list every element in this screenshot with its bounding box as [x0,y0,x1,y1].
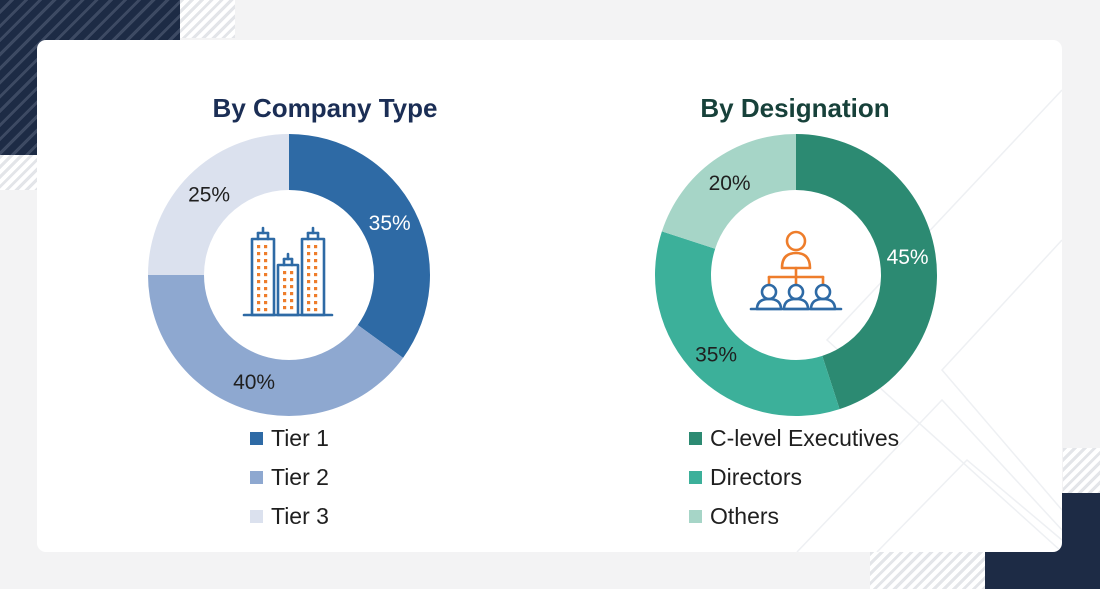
corner-hatch-light-bottom-right [1063,448,1100,493]
window-dot [307,245,311,249]
window-dot [283,285,287,289]
window-dot [264,301,268,305]
window-dot [257,266,261,270]
slice-label: 45% [887,246,929,269]
slice-label: 20% [709,172,751,195]
corner-hatch-light-left [0,155,37,190]
window-dot [257,273,261,277]
window-dot [290,292,294,296]
chart-title-company-type: By Company Type [212,93,438,123]
window-dot [307,259,311,263]
legend-swatch [250,432,263,445]
window-dot [257,259,261,263]
corner-hatch-light-bottom [870,552,985,589]
window-dot [314,308,318,312]
window-dot [264,273,268,277]
window-dot [307,280,311,284]
window-dot [283,306,287,310]
legend-item-directors: Directors [689,458,899,497]
window-dot [290,278,294,282]
legend-swatch [250,471,263,484]
legend-designation: C-level Executives Directors Others [689,419,899,536]
legend-label: Directors [710,464,803,490]
window-dot [307,301,311,305]
window-dot [264,308,268,312]
legend-label: Tier 1 [271,425,329,451]
window-dot [283,299,287,303]
org-hierarchy-icon [749,230,843,311]
window-dot [283,271,287,275]
window-dot [314,252,318,256]
decorative-lines [796,89,1062,552]
donut-chart-designation: 45% 35% 20% [655,134,937,416]
legend-swatch [689,432,702,445]
legend-item-c-level-executives: C-level Executives [689,419,899,458]
window-dot [314,273,318,277]
window-dot [283,278,287,282]
legend-item-tier-1: Tier 1 [250,419,329,458]
window-dot [314,266,318,270]
legend-label: C-level Executives [710,425,900,451]
donut-slice-directors [655,231,840,416]
legend-item-tier-3: Tier 3 [250,497,329,536]
window-dot [264,245,268,249]
window-dot [290,285,294,289]
slice-label: 35% [369,212,411,235]
window-dot [283,292,287,296]
window-dot [314,259,318,263]
donut-slice-tier-2 [148,275,404,416]
donut-slice-tier-3 [148,134,289,275]
window-dot [314,301,318,305]
window-dot [257,294,261,298]
donut-slice-others [661,134,796,249]
window-dot [257,252,261,256]
legend-label: Tier 3 [271,503,329,529]
window-dot [290,299,294,303]
legend-swatch [689,510,702,523]
chart-title-designation: By Designation [700,93,890,123]
donut-slice-tier-1 [289,134,431,358]
legend-swatch [250,510,263,523]
window-dot [307,252,311,256]
window-dot [264,294,268,298]
window-dot [314,294,318,298]
buildings-icon [242,226,334,317]
charts-card: By Company Type 35% 40% 25% [37,40,1062,552]
window-dot [290,271,294,275]
window-dot [314,287,318,291]
legend-label: Others [710,503,780,529]
window-dot [264,280,268,284]
donut-slice-c-level-executives [796,134,937,410]
corner-hatch-light-top-left [180,0,235,38]
donut-chart-company-type: 35% 40% 25% [148,134,431,416]
legend-label: Tier 2 [271,464,329,490]
window-dot [264,287,268,291]
window-dot [264,266,268,270]
slice-label: 40% [233,371,275,394]
legend-item-others: Others [689,497,899,536]
window-dot [264,259,268,263]
window-dot [257,245,261,249]
window-dot [314,245,318,249]
window-dot [307,294,311,298]
slice-label: 35% [695,343,737,366]
window-dot [290,306,294,310]
window-dot [257,280,261,284]
window-dot [264,252,268,256]
slice-label: 25% [188,184,230,207]
window-dot [307,273,311,277]
window-dot [257,301,261,305]
window-dot [257,287,261,291]
legend-swatch [689,471,702,484]
legend-item-tier-2: Tier 2 [250,458,329,497]
window-dot [307,266,311,270]
legend-company-type: Tier 1 Tier 2 Tier 3 [250,419,329,536]
window-dot [307,308,311,312]
window-dot [257,308,261,312]
window-dot [307,287,311,291]
window-dot [314,280,318,284]
